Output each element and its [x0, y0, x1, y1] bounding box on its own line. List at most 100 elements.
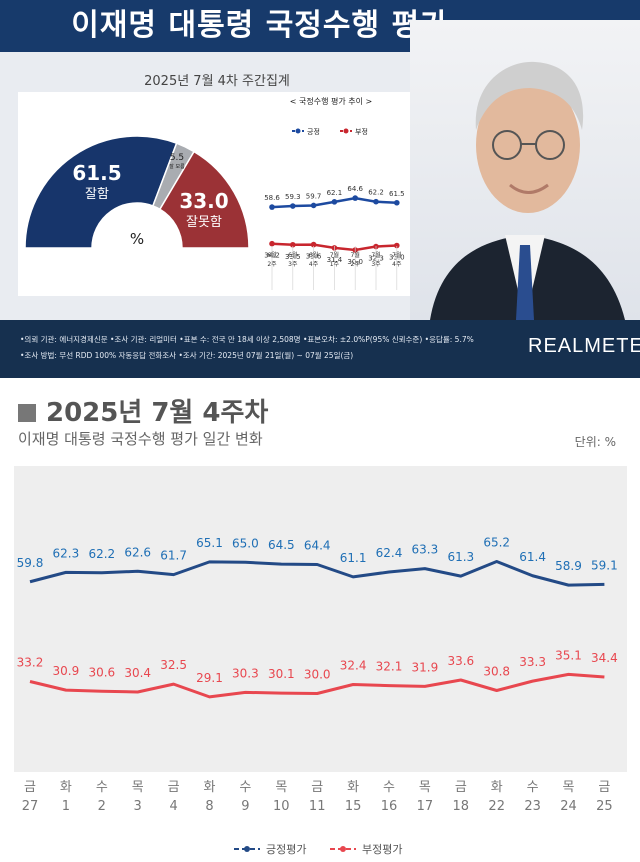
x-tick-date: 17: [417, 799, 434, 814]
x-tick-weekday: 화: [491, 780, 503, 795]
page-title: 이재명 대통령 국정수행 평가: [71, 8, 449, 43]
series-0-value-label: 58.9: [555, 559, 582, 573]
series-0-value-label: 61.3: [447, 550, 474, 564]
x-tick-date: 8: [205, 799, 213, 814]
series-0-line: [29, 560, 605, 587]
trend-tick-week: 4주: [392, 261, 402, 268]
trend-positive-label: 61.5: [389, 190, 405, 198]
x-tick-weekday: 금: [311, 780, 323, 795]
approve-value: 61.5: [72, 161, 121, 185]
trend-tick-month: 7월: [330, 251, 339, 259]
series-1-value-label: 30.3: [232, 666, 259, 680]
series-0-value-label: 59.1: [591, 558, 618, 572]
series-1-value-label: 30.0: [304, 668, 331, 682]
series-1-value-label: 30.4: [124, 666, 151, 680]
x-tick-weekday: 화: [204, 780, 216, 795]
x-tick-date: 16: [381, 799, 398, 814]
daily-subtitle: 이재명 대통령 국정수행 평가 일간 변화: [18, 430, 263, 448]
series-0-value-label: 64.5: [268, 538, 295, 552]
series-1-value-label: 35.1: [555, 648, 582, 662]
survey-info-line-1: •의뢰 기관: 에너지경제신문 •조사 기관: 리얼미터 •표본 수: 전국 만…: [20, 335, 474, 344]
trend-tick-month: 6월: [267, 251, 276, 259]
trend-tick-month: 7월: [351, 251, 360, 259]
series-1-value-label: 33.6: [447, 654, 474, 668]
x-tick-weekday: 금: [598, 780, 610, 795]
x-tick-weekday: 수: [96, 780, 108, 795]
series-0-value-label: 61.1: [340, 551, 367, 565]
x-tick-weekday: 목: [563, 780, 575, 795]
trend-tick-week: 1주: [330, 261, 340, 268]
series-0-value-label: 63.3: [412, 543, 439, 557]
trend-positive-point: [269, 204, 275, 210]
trend-negative-point: [269, 240, 275, 247]
series-1-value-label: 30.6: [88, 665, 115, 679]
trend-tick-month: 7월: [392, 251, 401, 259]
series-1-value-label: 33.3: [519, 655, 546, 669]
square-icon: [18, 404, 36, 422]
trend-positive-label: 59.3: [285, 193, 301, 201]
x-tick-date: 15: [345, 799, 362, 814]
series-1-value-label: 32.1: [376, 660, 403, 674]
approve-label: 잘함: [85, 187, 109, 202]
daily-legend: 긍정평가 부정평가: [234, 843, 402, 856]
series-0-value-label: 62.2: [88, 547, 115, 561]
trend-negative-point: [290, 241, 296, 248]
x-tick-weekday: 수: [527, 780, 539, 795]
unit-label: 단위: %: [574, 435, 616, 449]
undecided-label: 잘 모름: [169, 163, 185, 170]
series-1-value-label: 32.4: [340, 659, 367, 673]
trend-tick-month: 6월: [309, 251, 318, 259]
x-tick-weekday: 목: [275, 780, 287, 795]
trend-positive-point: [310, 202, 317, 209]
series-0-value-label: 65.1: [196, 536, 223, 550]
gauge-approve-segment: [24, 135, 178, 249]
approval-gauge: 61.5 잘함 33.0 잘못함 5.5 잘 모름 %: [24, 135, 250, 249]
x-tick-date: 2: [98, 799, 106, 814]
trend-tick-week: 2주: [267, 261, 277, 268]
trend-tick-month: 6월: [288, 251, 297, 259]
x-tick-date: 1: [62, 799, 70, 814]
gauge-disapprove-segment: [158, 150, 250, 249]
trend-positive-point: [373, 198, 379, 205]
weekly-trend-chart: < 국정수행 평가 추이 > 긍정 부정 58.6 59.3 59.7 62.1 64.…: [264, 96, 405, 290]
portrait-image: [410, 20, 640, 320]
x-tick-date: 10: [273, 799, 290, 814]
trend-tick-month: 7월: [371, 251, 380, 259]
x-tick-date: 23: [524, 799, 541, 814]
x-tick-weekday: 목: [132, 780, 144, 795]
x-tick-date: 3: [134, 799, 142, 814]
trend-positive-point: [352, 195, 359, 201]
series-0-value-label: 65.0: [232, 536, 259, 550]
series-1-value-label: 33.2: [17, 656, 44, 670]
trend-tick-week: 3주: [371, 261, 381, 268]
series-0-value-label: 61.4: [519, 550, 546, 564]
trend-tick-week: 4주: [309, 261, 319, 268]
x-tick-weekday: 화: [347, 780, 359, 795]
legend-negative: 부정평가: [362, 843, 402, 856]
disapprove-label: 잘못함: [186, 215, 222, 230]
series-0-value-label: 59.8: [17, 556, 44, 570]
series-1-value-label: 30.9: [53, 664, 80, 678]
series-0-value-label: 64.4: [304, 539, 331, 553]
x-tick-weekday: 수: [383, 780, 395, 795]
x-tick-date: 18: [453, 799, 470, 814]
x-tick-date: 4: [169, 799, 177, 814]
trend-positive-label: 62.2: [368, 189, 384, 197]
trend-legend-positive: 긍정: [307, 127, 320, 136]
series-0-value-label: 65.2: [483, 536, 510, 550]
x-tick-weekday: 수: [239, 780, 251, 795]
trend-negative-point: [394, 242, 400, 249]
trend-tick-week: 2주: [351, 261, 361, 268]
trend-title: < 국정수행 평가 추이 >: [290, 96, 372, 106]
series-1-value-label: 34.4: [591, 651, 618, 665]
gauge-center-label: %: [130, 230, 144, 248]
trend-positive-point: [394, 199, 400, 206]
trend-positive-point: [331, 199, 338, 205]
x-tick-date: 9: [241, 799, 249, 814]
undecided-value: 5.5: [170, 153, 184, 163]
series-1-value-label: 30.8: [483, 665, 510, 679]
x-tick-weekday: 금: [168, 780, 180, 795]
week-title-text: 2025년 7월 4주차: [46, 398, 269, 428]
legend-positive: 긍정평가: [266, 843, 306, 856]
